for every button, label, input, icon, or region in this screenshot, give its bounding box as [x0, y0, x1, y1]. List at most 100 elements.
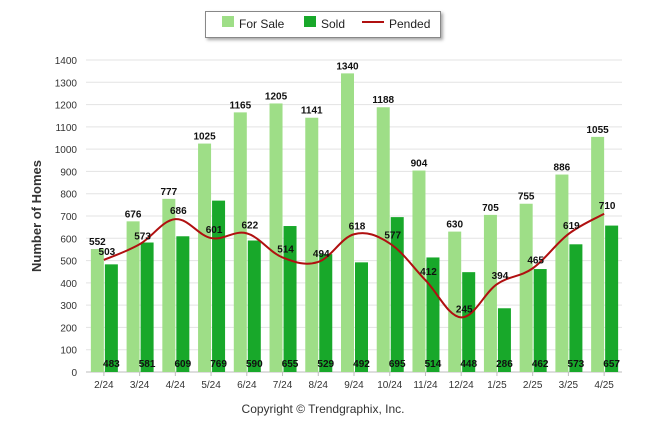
- line-pended: [103, 212, 605, 319]
- data-label-pended: 618: [349, 221, 366, 232]
- data-label-sold: 492: [353, 359, 370, 370]
- data-label-pended: 622: [241, 220, 258, 231]
- legend-swatch-for-sale: [222, 16, 234, 27]
- bar-for-sale: [412, 170, 426, 372]
- bar-for-sale: [341, 73, 354, 372]
- y-tick-label: 800: [60, 190, 77, 201]
- x-tick-label: 6/24: [237, 380, 257, 391]
- x-tick-label: 4/24: [166, 380, 186, 391]
- data-label-for-sale: 1025: [193, 132, 216, 143]
- data-label-pended: 710: [599, 201, 616, 212]
- y-tick-label: 1100: [55, 123, 77, 134]
- x-tick-label: 5/24: [201, 380, 221, 391]
- bar-for-sale: [483, 214, 497, 372]
- data-label-pended: 494: [313, 249, 330, 260]
- data-label-pended: 465: [527, 255, 544, 266]
- data-label-for-sale: 1205: [265, 91, 288, 102]
- y-tick-label: 600: [60, 234, 77, 245]
- data-label-for-sale: 1141: [301, 106, 323, 117]
- legend-label-for-sale: For Sale: [239, 17, 285, 31]
- legend-label-sold: Sold: [321, 17, 346, 31]
- bar-for-sale: [162, 198, 176, 372]
- bar-sold: [140, 242, 154, 372]
- data-label-sold: 573: [568, 359, 585, 370]
- y-tick-label: 400: [60, 279, 77, 290]
- bar-sold: [319, 254, 333, 372]
- data-label-sold: 286: [496, 359, 513, 370]
- data-label-pended: 601: [206, 225, 223, 236]
- data-label-for-sale: 1055: [587, 125, 610, 136]
- bar-for-sale: [555, 174, 569, 372]
- copyright-text: Copyright © Trendgraphix, Inc.: [241, 402, 405, 416]
- bar-for-sale: [233, 112, 247, 372]
- bar-sold: [605, 225, 619, 372]
- data-label-sold: 581: [139, 359, 156, 370]
- x-tick-label: 10/24: [377, 380, 402, 391]
- y-tick-label: 200: [60, 323, 77, 334]
- bar-for-sale: [198, 143, 212, 372]
- data-label-sold: 448: [460, 359, 477, 370]
- x-tick-label: 9/24: [344, 380, 364, 391]
- bar-sold: [497, 308, 511, 372]
- legend-swatch-sold: [304, 16, 316, 27]
- x-tick-label: 11/24: [413, 380, 438, 391]
- bar-sold: [176, 236, 190, 372]
- x-tick-label: 8/24: [309, 380, 329, 391]
- bar-for-sale: [269, 103, 283, 372]
- y-tick-label: 1200: [55, 101, 78, 112]
- y-tick-label: 100: [60, 346, 77, 357]
- x-tick-label: 7/24: [273, 380, 293, 391]
- data-label-for-sale: 676: [125, 209, 142, 220]
- data-label-sold: 655: [282, 359, 299, 370]
- x-tick-label: 4/25: [594, 380, 614, 391]
- x-tick-label: 2/25: [523, 380, 543, 391]
- x-tick-label: 1/25: [487, 380, 507, 391]
- y-tick-label: 700: [60, 212, 77, 223]
- data-label-sold: 657: [603, 359, 620, 370]
- data-label-for-sale: 630: [446, 220, 463, 231]
- bar-for-sale: [90, 248, 104, 372]
- bar-sold: [390, 217, 404, 372]
- x-tick-label: 3/24: [130, 380, 150, 391]
- y-axis-title: Number of Homes: [29, 160, 44, 272]
- data-label-sold: 483: [103, 359, 120, 370]
- bar-sold: [212, 200, 226, 372]
- data-label-pended: 686: [170, 206, 187, 217]
- y-tick-label: 900: [60, 167, 77, 178]
- data-label-sold: 514: [425, 359, 442, 370]
- data-label-for-sale: 705: [482, 203, 499, 214]
- data-label-pended: 394: [492, 271, 509, 282]
- data-label-pended: 577: [384, 230, 401, 241]
- x-tick-label: 2/24: [94, 380, 114, 391]
- legend-swatch-pended: [362, 21, 384, 23]
- data-label-pended: 503: [99, 247, 116, 258]
- bar-sold: [104, 264, 118, 372]
- data-label-for-sale: 755: [518, 192, 535, 203]
- x-tick-label: 3/25: [559, 380, 579, 391]
- data-label-sold: 769: [210, 359, 227, 370]
- data-label-sold: 695: [389, 359, 406, 370]
- bar-for-sale: [519, 203, 533, 372]
- y-tick-label: 1300: [55, 78, 78, 89]
- bar-for-sale: [305, 117, 319, 372]
- data-label-pended: 573: [134, 231, 151, 242]
- data-label-sold: 462: [532, 359, 549, 370]
- data-label-for-sale: 1340: [336, 61, 359, 72]
- y-tick-label: 300: [60, 301, 77, 312]
- y-tick-label: 1400: [55, 56, 78, 67]
- data-label-sold: 609: [174, 359, 191, 370]
- bar-for-sale: [591, 136, 605, 372]
- bar-sold: [247, 240, 261, 372]
- bar-for-sale: [126, 221, 140, 372]
- bar-for-sale: [448, 231, 462, 372]
- bar-sold: [462, 272, 476, 372]
- data-label-sold: 590: [246, 359, 263, 370]
- data-label-pended: 619: [563, 221, 580, 232]
- data-label-for-sale: 904: [411, 159, 428, 170]
- chart-canvas: 0 100 200 300 400 500 600 700 800 900 1000 1100 1200…: [29, 56, 622, 391]
- data-label-pended: 514: [277, 244, 294, 255]
- chart-legend: For Sale Sold Pended: [205, 11, 441, 38]
- y-tick-label: 1000: [55, 145, 78, 156]
- y-tick-label: 500: [60, 257, 77, 268]
- data-label-pended: 412: [420, 267, 437, 278]
